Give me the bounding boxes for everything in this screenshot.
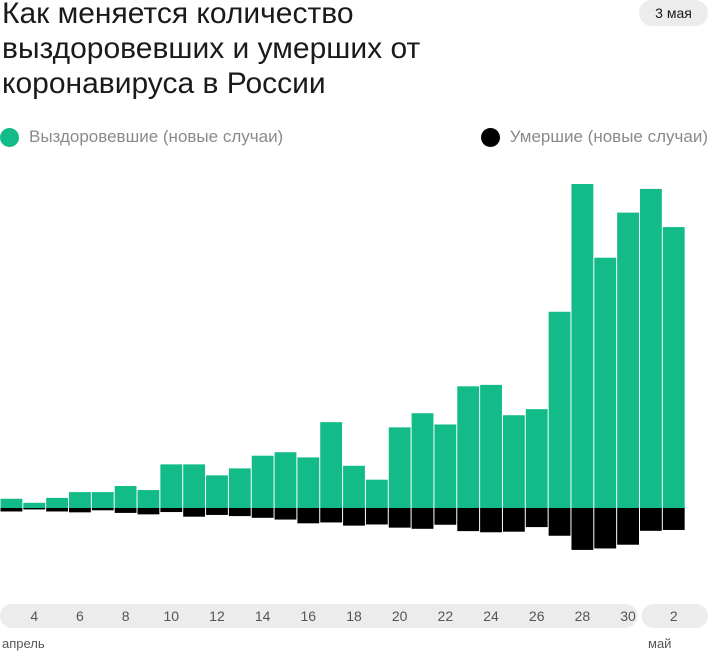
deaths-bar-апрель-24: [480, 508, 502, 533]
x-tick-label-апрель-24: 24: [483, 608, 499, 624]
month-label-april: апрель: [2, 636, 45, 651]
deaths-bar-апрель-8: [114, 508, 137, 513]
deaths-bar-апрель-7: [91, 508, 114, 511]
deaths-bar-апрель-25: [502, 508, 525, 532]
recovered-bar-апрель-11: [183, 464, 206, 508]
recovered-bar-апрель-3: [0, 498, 23, 508]
deaths-bar-апрель-3: [0, 508, 23, 512]
month-label-may: май: [648, 636, 672, 651]
x-tick-label-апрель-22: 22: [438, 608, 454, 624]
recovered-bar-апрель-28: [571, 184, 594, 508]
x-tick-label-апрель-6: 6: [76, 608, 84, 624]
legend-deaths: Умершие (новые случаи): [480, 126, 708, 148]
recovered-bar-май-2: [662, 227, 685, 508]
recovered-bar-апрель-24: [480, 384, 502, 508]
x-tick-label-апрель-30: 30: [620, 608, 636, 624]
legend-deaths-marker: [480, 127, 500, 147]
deaths-bar-май-2: [662, 508, 685, 530]
deaths-bar-апрель-12: [206, 508, 228, 515]
deaths-bar-апрель-10: [160, 508, 183, 513]
deaths-bar-апрель-15: [274, 508, 297, 520]
recovered-bar-апрель-14: [251, 455, 274, 508]
deaths-bar-апрель-9: [137, 508, 160, 515]
deaths-bar-апрель-21: [411, 508, 434, 529]
recovered-bar-апрель-27: [548, 311, 571, 508]
deaths-bar-апрель-6: [69, 508, 91, 513]
recovered-bar-апрель-30: [617, 212, 639, 509]
recovered-bar-апрель-22: [434, 424, 457, 508]
chart-title: Как меняется количество выздоровевших и …: [2, 0, 421, 100]
deaths-bar-апрель-5: [46, 508, 69, 512]
recovered-bar-апрель-10: [160, 464, 183, 508]
x-tick-label-апрель-18: 18: [346, 608, 362, 624]
axis-may-band: [641, 604, 708, 628]
x-tick-label-май-2: 2: [670, 608, 678, 624]
x-tick-label-апрель-12: 12: [209, 608, 225, 624]
deaths-bar-апрель-23: [457, 508, 480, 532]
recovered-bar-апрель-21: [411, 413, 434, 508]
deaths-bar-апрель-29: [594, 508, 617, 549]
x-tick-label-апрель-10: 10: [164, 608, 180, 624]
recovered-bar-апрель-19: [365, 479, 388, 508]
x-tick-label-апрель-14: 14: [255, 608, 271, 624]
recovered-bar-апрель-13: [228, 468, 251, 508]
x-tick-label-апрель-8: 8: [122, 608, 130, 624]
recovered-bar-апрель-9: [137, 490, 160, 508]
legend-recovered-label: Выздоровевшие (новые случаи): [29, 127, 284, 146]
legend-recovered: Выздоровевшие (новые случаи): [0, 126, 283, 148]
legend-deaths-label: Умершие (новые случаи): [509, 127, 708, 146]
deaths-bar-апрель-30: [617, 508, 639, 545]
deaths-bar-апрель-28: [571, 508, 594, 550]
x-tick-label-апрель-28: 28: [575, 608, 591, 624]
recovered-bar-апрель-6: [69, 492, 91, 508]
deaths-bar-апрель-19: [365, 508, 388, 525]
deaths-bar-апрель-11: [183, 508, 206, 517]
date-badge: 3 мая: [639, 0, 708, 26]
deaths-bar-апрель-16: [297, 508, 320, 524]
deaths-bar-май-1: [639, 508, 662, 531]
recovered-bar-апрель-4: [23, 502, 46, 508]
deaths-bar-апрель-14: [251, 508, 274, 518]
recovered-bar-май-1: [639, 188, 662, 508]
deaths-bar-апрель-4: [23, 508, 46, 510]
deaths-bar-апрель-27: [548, 508, 571, 536]
recovered-bar-апрель-23: [457, 386, 480, 508]
recovered-bar-апрель-25: [502, 415, 525, 508]
x-tick-label-апрель-20: 20: [392, 608, 408, 624]
recovered-bar-апрель-12: [206, 475, 228, 508]
recovered-bar-апрель-17: [320, 422, 343, 508]
x-tick-label-апрель-26: 26: [529, 608, 545, 624]
x-tick-label-апрель-16: 16: [301, 608, 317, 624]
deaths-bar-апрель-20: [388, 508, 411, 528]
recovered-bar-апрель-26: [525, 409, 548, 508]
deaths-bar-апрель-26: [525, 508, 548, 528]
recovered-bar-апрель-5: [46, 497, 69, 508]
recovered-bar-апрель-8: [114, 486, 137, 508]
deaths-bar-апрель-18: [343, 508, 365, 526]
recovered-bar-апрель-20: [388, 427, 411, 508]
deaths-bar-апрель-13: [228, 508, 251, 517]
recovered-bar-апрель-29: [594, 257, 617, 508]
recovered-bar-апрель-15: [274, 452, 297, 508]
deaths-bar-апрель-17: [320, 508, 343, 523]
deaths-bar-апрель-22: [434, 508, 457, 525]
recovered-bar-апрель-16: [297, 457, 320, 508]
x-tick-label-апрель-4: 4: [30, 608, 38, 624]
recovered-bar-апрель-7: [91, 492, 114, 508]
legend-recovered-marker: [0, 127, 19, 147]
axis-april-band: [0, 604, 638, 628]
recovered-bar-апрель-18: [343, 465, 365, 508]
